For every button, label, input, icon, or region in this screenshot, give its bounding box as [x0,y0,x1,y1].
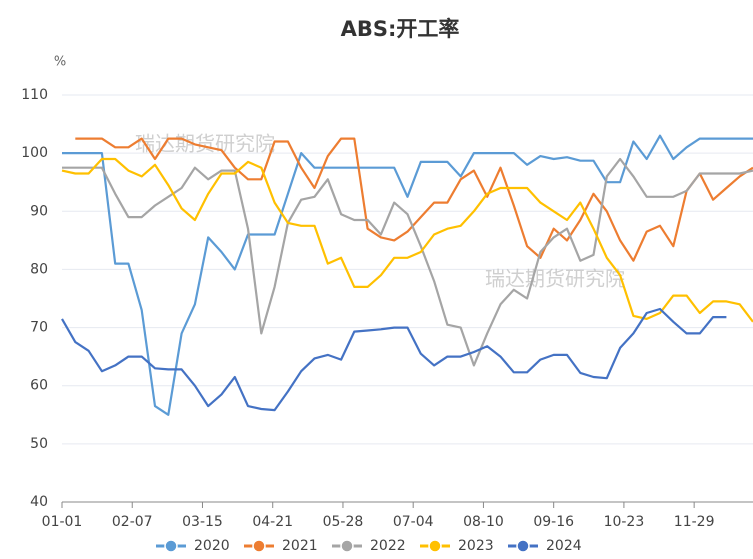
y-tick-label: 90 [30,203,48,219]
legend-marker [428,539,442,553]
y-tick-label: 80 [30,261,48,277]
y-tick-label: 50 [30,436,48,452]
y-tick-label: 60 [30,378,48,394]
x-tick-label: 02-07 [112,514,153,530]
y-tick-label: 40 [30,494,48,510]
x-tick-label: 03-15 [182,514,223,530]
x-tick-label: 01-01 [42,514,83,530]
legend-marker [252,539,266,553]
legend-label: 2020 [194,538,230,554]
y-unit: % [54,55,66,70]
legend-marker [164,539,178,553]
legend-label: 2023 [458,538,494,554]
y-tick-label: 110 [21,87,48,103]
x-tick-label: 10-23 [604,514,645,530]
legend-label: 2024 [546,538,582,554]
series-line [75,137,753,262]
x-tick-label: 08-10 [463,514,504,530]
x-tick-label: 07-04 [393,514,434,530]
series-line [61,157,753,323]
watermark: 瑞达期货研究院 [485,267,625,291]
series-line [62,134,753,416]
x-tick-label: 09-16 [533,514,574,530]
legend-label: 2021 [282,538,318,554]
legend-marker [516,539,530,553]
legend-label: 2022 [370,538,406,554]
series-line [61,307,727,412]
chart-title: ABS:开工率 [341,17,460,41]
watermark: 瑞达期货研究院 [135,132,275,156]
y-tick-label: 100 [21,145,48,161]
x-tick-label: 04-21 [252,514,293,530]
x-tick-label: 05-28 [323,514,364,530]
series-line [62,157,753,367]
legend-marker [340,539,354,553]
x-tick-label: 11-29 [674,514,715,530]
y-tick-label: 70 [30,320,48,336]
